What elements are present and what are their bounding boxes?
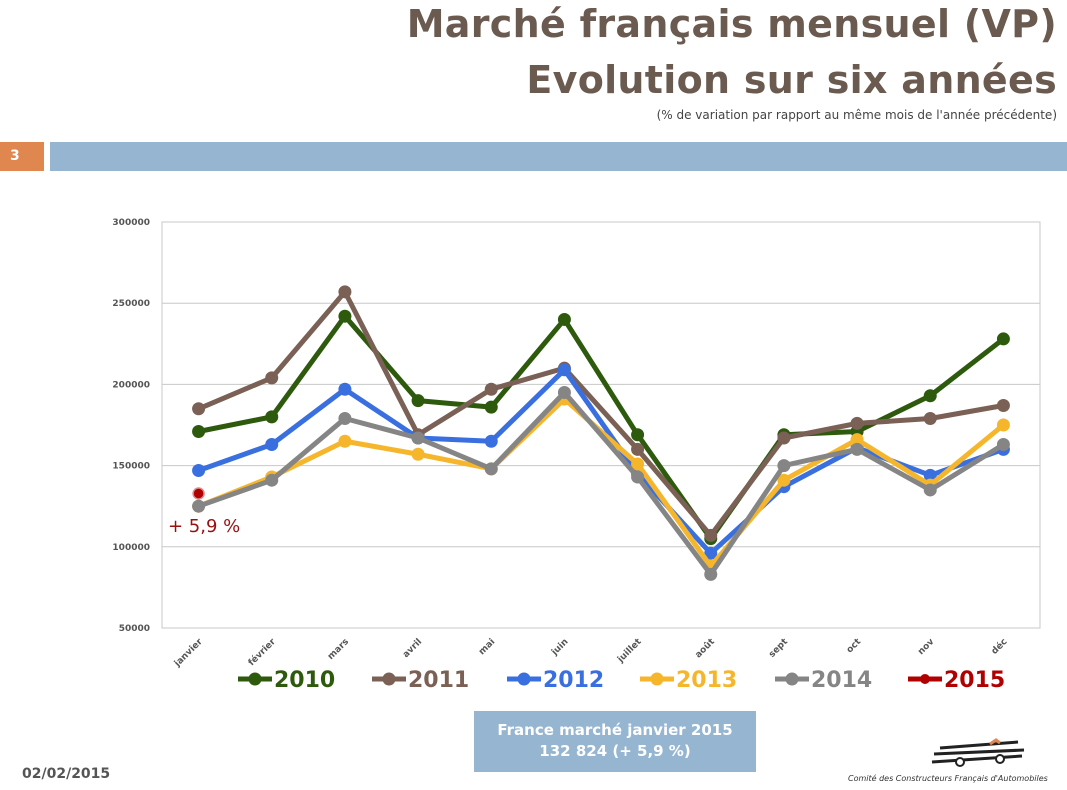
data-point-2011 bbox=[850, 416, 864, 430]
legend-label-2014: 2014 bbox=[811, 668, 872, 693]
data-point-2012 bbox=[923, 468, 937, 482]
data-point-2012 bbox=[192, 463, 206, 477]
info-box: France marché janvier 2015 132 824 (+ 5,… bbox=[474, 711, 756, 772]
data-point-2014 bbox=[631, 470, 645, 484]
series-line-2011 bbox=[197, 289, 1004, 538]
data-point-2010 bbox=[338, 309, 352, 323]
y-tick-label: 200000 bbox=[112, 380, 150, 390]
line-chart: 300000 250000 200000 150000 100000 50000 janvi… bbox=[112, 218, 1041, 693]
series-line-2010 bbox=[198, 313, 1005, 542]
x-tick-label: avril bbox=[401, 637, 424, 660]
ccfa-logo bbox=[931, 738, 1025, 767]
data-point-2013 bbox=[996, 418, 1010, 432]
data-point-2014 bbox=[411, 431, 425, 445]
data-point-2011 bbox=[996, 399, 1010, 413]
x-tick-label: oct bbox=[845, 637, 864, 656]
plot-area bbox=[161, 221, 1041, 629]
legend-label-2015: 2015 bbox=[944, 668, 1005, 693]
data-point-2014 bbox=[704, 567, 718, 581]
data-point-2015 bbox=[192, 487, 205, 500]
data-point-2014 bbox=[192, 499, 206, 513]
data-point-2011 bbox=[777, 431, 791, 445]
data-point-2014 bbox=[557, 386, 571, 400]
legend-label-2011: 2011 bbox=[408, 668, 469, 693]
page-number-badge: 3 bbox=[0, 142, 44, 171]
data-point-2012 bbox=[265, 437, 279, 451]
y-tick-label: 300000 bbox=[112, 218, 150, 228]
logo-caption: Comité des Constructeurs Français d'Auto… bbox=[848, 774, 1048, 783]
data-point-2010 bbox=[265, 410, 279, 424]
x-tick-label: février bbox=[246, 636, 278, 668]
data-point-2011 bbox=[484, 382, 498, 396]
x-tick-label: août bbox=[694, 637, 718, 661]
legend-label-2010: 2010 bbox=[274, 668, 335, 693]
page-title: Marché français mensuel (VP) bbox=[406, 2, 1057, 46]
data-point-2011 bbox=[704, 528, 718, 542]
data-point-2014 bbox=[777, 459, 791, 473]
data-point-2014 bbox=[265, 473, 279, 487]
data-point-2010 bbox=[923, 389, 937, 403]
legend-marker-2014 bbox=[785, 672, 799, 686]
header-bar bbox=[50, 142, 1067, 171]
data-point-2010 bbox=[996, 332, 1010, 346]
data-point-2014 bbox=[996, 437, 1010, 451]
series-line-2014 bbox=[197, 390, 1005, 577]
y-tick-label: 100000 bbox=[112, 543, 150, 553]
y-tick-label: 150000 bbox=[112, 462, 150, 472]
x-tick-label: juin bbox=[549, 637, 570, 658]
chart-subtitle: (% de variation par rapport au même mois… bbox=[656, 108, 1057, 122]
data-point-2014 bbox=[850, 442, 864, 456]
x-tick-label: mai bbox=[477, 637, 497, 657]
x-tick-label: sept bbox=[767, 637, 790, 660]
data-point-2012 bbox=[484, 434, 498, 448]
data-point-2011 bbox=[265, 371, 279, 385]
data-point-2010 bbox=[631, 428, 645, 442]
data-point-2012 bbox=[338, 382, 352, 396]
info-box-line1: France marché janvier 2015 bbox=[497, 721, 733, 739]
x-tick-label: juillet bbox=[615, 637, 644, 666]
data-point-2013 bbox=[850, 433, 864, 447]
data-point-2013 bbox=[338, 434, 352, 448]
series-line-2012 bbox=[197, 367, 1005, 556]
info-box-line2: 132 824 (+ 5,9 %) bbox=[539, 742, 691, 760]
data-point-2014 bbox=[484, 462, 498, 476]
data-point-2014 bbox=[923, 483, 937, 497]
data-point-2013 bbox=[411, 447, 425, 461]
legend-label-2013: 2013 bbox=[676, 668, 737, 693]
data-point-2014 bbox=[338, 412, 352, 426]
data-point-2012 bbox=[704, 546, 718, 560]
data-point-2010 bbox=[411, 394, 425, 408]
x-tick-label: déc bbox=[989, 636, 1009, 656]
data-point-2011 bbox=[923, 412, 937, 426]
annotation-label: + 5,9 % bbox=[168, 516, 240, 537]
data-point-2010 bbox=[192, 424, 206, 438]
legend-label-2012: 2012 bbox=[543, 668, 604, 693]
data-point-2011 bbox=[631, 442, 645, 456]
x-tick-label: mars bbox=[326, 637, 351, 662]
x-tick-label: janvier bbox=[172, 637, 205, 670]
legend-marker-2011 bbox=[382, 672, 396, 686]
legend-marker-2010 bbox=[248, 672, 262, 686]
data-point-2012 bbox=[557, 363, 571, 377]
legend-marker-2012 bbox=[517, 672, 531, 686]
y-tick-label: 50000 bbox=[119, 624, 150, 634]
data-point-2010 bbox=[557, 312, 571, 326]
data-point-2010 bbox=[484, 400, 498, 414]
legend-marker-2015 bbox=[920, 674, 930, 684]
x-tick-label: nov bbox=[916, 637, 936, 657]
page-subtitle-heading: Evolution sur six années bbox=[526, 58, 1057, 102]
legend-marker-2013 bbox=[650, 672, 664, 686]
data-point-2013 bbox=[631, 457, 645, 471]
footer-date: 02/02/2015 bbox=[22, 766, 111, 782]
data-point-2013 bbox=[777, 473, 791, 487]
data-point-2011 bbox=[192, 402, 206, 416]
data-point-2011 bbox=[338, 285, 352, 299]
y-tick-label: 250000 bbox=[112, 299, 150, 309]
